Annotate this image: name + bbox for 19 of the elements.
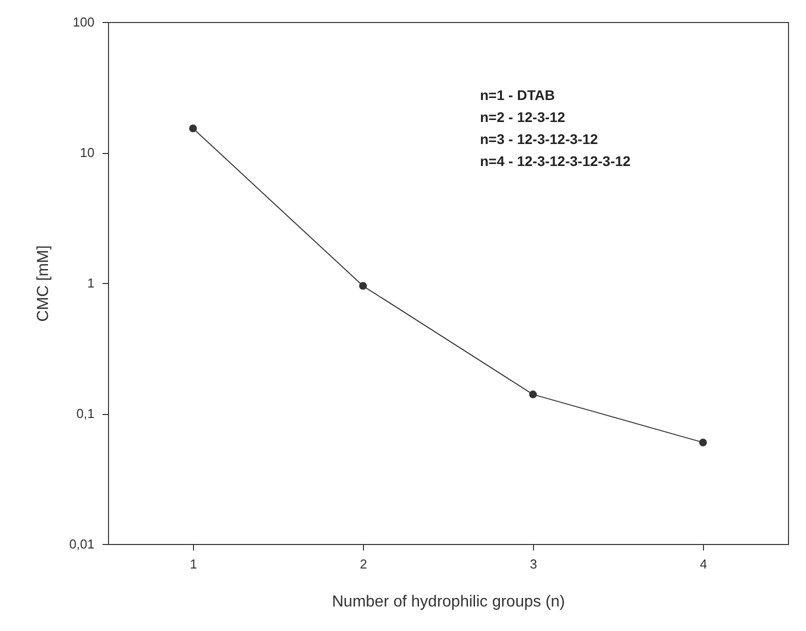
y-tick-label: 0,1 xyxy=(76,406,94,421)
point xyxy=(189,124,197,132)
y-axis-title: CMC [mM] xyxy=(35,245,52,322)
annotation: n=3 - 12-3-12-3-12 xyxy=(480,131,598,147)
y-tick-label: 100 xyxy=(72,14,94,30)
y-tick-label: 0,01 xyxy=(69,536,94,552)
y-tick-label: 10 xyxy=(80,145,94,160)
y-tick-label: 1 xyxy=(87,276,94,290)
x-tick-label: 3 xyxy=(530,556,538,572)
annotation: n=2 - 12-3-12 xyxy=(480,109,566,125)
x-tick-label: 4 xyxy=(700,556,708,572)
x-axis-title: Number of hydrophilic groups (n) xyxy=(332,594,565,610)
annotation: n=1 - DTAB xyxy=(480,87,555,103)
x-tick-label: 1 xyxy=(190,556,198,572)
x-tick-label: 2 xyxy=(360,556,368,572)
annotation: n=4 - 12-3-12-3-12-3-12 xyxy=(480,153,631,169)
point xyxy=(699,438,707,446)
point xyxy=(529,390,537,398)
point xyxy=(359,282,367,290)
